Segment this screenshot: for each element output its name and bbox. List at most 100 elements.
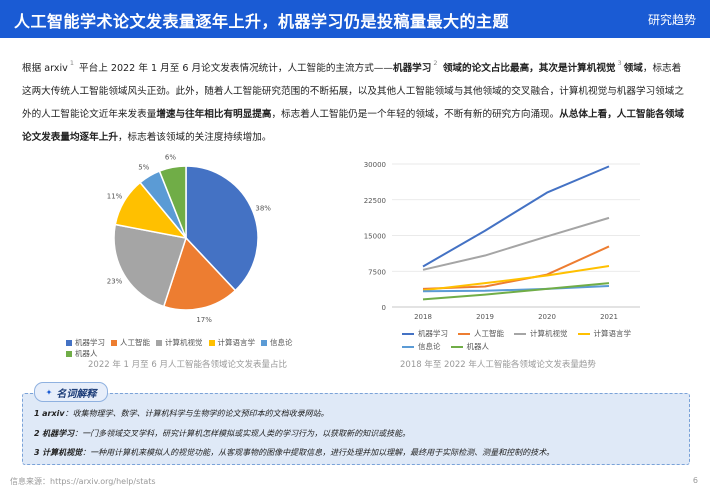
legend-item: 机器学习	[402, 328, 448, 340]
glossary-box	[22, 393, 690, 465]
line-chart: 0 7500 15000 22500 30000 2018 2019 2020 2021	[350, 152, 650, 327]
pie-data-label: 11%	[107, 193, 123, 201]
pie-data-label: 17%	[196, 316, 212, 324]
y-tick-label: 0	[382, 304, 386, 312]
legend-item: 信息论	[402, 341, 441, 353]
page-header: 人工智能学术论文发表量逐年上升，机器学习仍是投稿量最大的主题 研究趋势	[0, 0, 710, 38]
pie-slice	[185, 165, 259, 292]
legend-swatch	[261, 339, 267, 346]
pie-slice	[113, 223, 187, 308]
legend-label: 信息论	[418, 342, 441, 351]
series-line	[422, 245, 610, 290]
x-tick-label: 2021	[600, 313, 618, 321]
page-number: 6	[692, 476, 698, 485]
legend-item: 人工智能	[458, 328, 504, 340]
glossary-def: ：一门多领域交叉学科，研究计算机怎样模拟或实现人类的学习行为，以获取新的知识或技…	[74, 429, 411, 438]
legend-label: 信息论	[270, 338, 293, 347]
legend-item: 机器人	[450, 341, 490, 353]
glossary-num: 2	[34, 429, 40, 438]
legend-label: 人工智能	[474, 329, 504, 338]
series-line	[422, 165, 610, 268]
series-line	[422, 265, 610, 292]
legend-label: 机器学习	[75, 338, 105, 347]
legend-item: 计算语言学	[577, 328, 632, 340]
legend-label: 机器学习	[418, 329, 448, 338]
para-text-2: 平台上 2022 年 1 月至 6 月论文发表情况统计，人工智能的主流方式——	[75, 63, 393, 74]
footnote-ref-2[interactable]: 2	[433, 59, 438, 67]
pie-data-label: 38%	[255, 204, 271, 212]
pie-data-label: 6%	[165, 153, 176, 161]
glossary-item: 2 机器学习：一门多领域交叉学科，研究计算机怎样模拟或实现人类的学习行为，以获取…	[34, 428, 410, 439]
glossary-heading: ✦ 名词解释	[34, 382, 108, 402]
glossary-term: arxiv	[42, 409, 65, 418]
line-legend: 机器学习 人工智能 计算机视觉 计算语言学信息论 机器人	[402, 327, 652, 353]
x-tick-label: 2018	[414, 313, 432, 321]
y-tick-label: 15000	[364, 233, 386, 241]
line-caption: 2018 年至 2022 年人工智能各领域论文发表量趋势	[400, 360, 596, 370]
glossary-num: 3	[34, 448, 40, 457]
para-text-1: 根据 arxiv	[22, 63, 68, 74]
pie-chart-svg: 38% 17% 23% 11% 5% 6%	[107, 153, 272, 324]
y-tick-label: 30000	[364, 161, 386, 169]
legend-item: 机器人	[66, 348, 98, 359]
para-text-5: ，标志着该领域的关注度持续增加。	[117, 132, 272, 143]
section-tag: 研究趋势	[647, 13, 696, 27]
pie-chart: 38% 17% 23% 11% 5% 6%	[60, 150, 320, 350]
series-line	[422, 282, 610, 301]
page-title: 人工智能学术论文发表量逐年上升，机器学习仍是投稿量最大的主题	[14, 12, 510, 31]
glossary-def: ：一种用计算机来模拟人的视觉功能，从客观事物的图像中提取信息，进行处理并加以理解…	[82, 448, 555, 457]
glossary-item: 3 计算机视觉：一种用计算机来模拟人的视觉功能，从客观事物的图像中提取信息，进行…	[34, 447, 554, 458]
legend-item: 计算机视觉	[514, 328, 568, 340]
legend-swatch	[208, 339, 215, 346]
legend-label: 计算机视觉	[530, 329, 568, 338]
legend-swatch	[514, 333, 526, 335]
series-line	[422, 216, 610, 271]
legend-label: 机器人	[466, 342, 490, 351]
para-bold-4: 增速与往年相比有明显提高	[156, 109, 272, 120]
legend-label: 机器人	[75, 349, 98, 358]
legend-label: 计算语言学	[217, 338, 256, 347]
legend-swatch	[402, 346, 414, 348]
legend-swatch	[402, 333, 414, 335]
star-icon: ✦	[45, 387, 53, 397]
x-tick-label: 2020	[538, 313, 556, 321]
glossary-term: 机器学习	[42, 429, 75, 438]
glossary-heading-text: 名词解释	[56, 388, 97, 400]
para-bold-5: 从总体上看，人工智能各领域论文发表量均逐年上升	[22, 109, 684, 143]
pie-slice	[158, 165, 187, 239]
footnote-ref-1[interactable]: 1	[69, 59, 74, 67]
legend-label: 人工智能	[120, 338, 150, 347]
line-chart-svg: 0 7500 15000 22500 30000 2018 2019 2020 2021	[364, 161, 640, 321]
glossary-def: ：收集物理学、数学、计算机科学与生物学的论文预印本的文档收录网站。	[64, 409, 329, 418]
para-bold-1: 机器学习	[392, 63, 432, 74]
legend-swatch	[450, 346, 463, 348]
series-line	[422, 285, 610, 293]
pie-slice	[162, 236, 237, 311]
legend-item: 信息论	[261, 337, 293, 348]
para-bold-3: 领域	[623, 63, 643, 74]
legend-swatch	[156, 339, 162, 346]
intro-paragraph: 根据 arxiv 1 平台上 2022 年 1 月至 6 月论文发表情况统计，人工…	[22, 52, 690, 149]
para-text-4: ，标志着人工智能仍是一个年轻的领域，不断有新的研究方向涌现。	[271, 109, 560, 120]
legend-swatch	[577, 333, 590, 335]
y-tick-label: 22500	[364, 197, 386, 205]
legend-label: 计算机视觉	[165, 338, 203, 347]
glossary-item: 1 arxiv：收集物理学、数学、计算机科学与生物学的论文预印本的文档收录网站。	[34, 408, 329, 419]
para-bold-2: 领域的论文占比最高，其次是计算机视觉	[439, 63, 616, 74]
glossary-num: 1	[34, 409, 40, 418]
legend-item: 机器学习	[66, 337, 105, 348]
legend-swatch	[111, 339, 117, 346]
legend-swatch	[66, 350, 72, 357]
legend-item: 计算语言学	[208, 337, 256, 348]
x-tick-label: 2019	[476, 313, 494, 321]
pie-legend: 机器学习 人工智能 计算机视觉 计算语言学 信息论机器人	[66, 337, 326, 359]
y-tick-label: 7500	[368, 268, 386, 276]
legend-item: 计算机视觉	[156, 337, 203, 348]
legend-swatch	[458, 333, 470, 335]
legend-label: 计算语言学	[593, 329, 632, 338]
pie-data-label: 23%	[107, 277, 123, 285]
footnote-ref-3[interactable]: 3	[617, 59, 622, 67]
legend-swatch	[66, 339, 72, 346]
legend-item: 人工智能	[111, 337, 150, 348]
source-note: 信息来源：https://arxiv.org/help/stats	[10, 477, 156, 486]
